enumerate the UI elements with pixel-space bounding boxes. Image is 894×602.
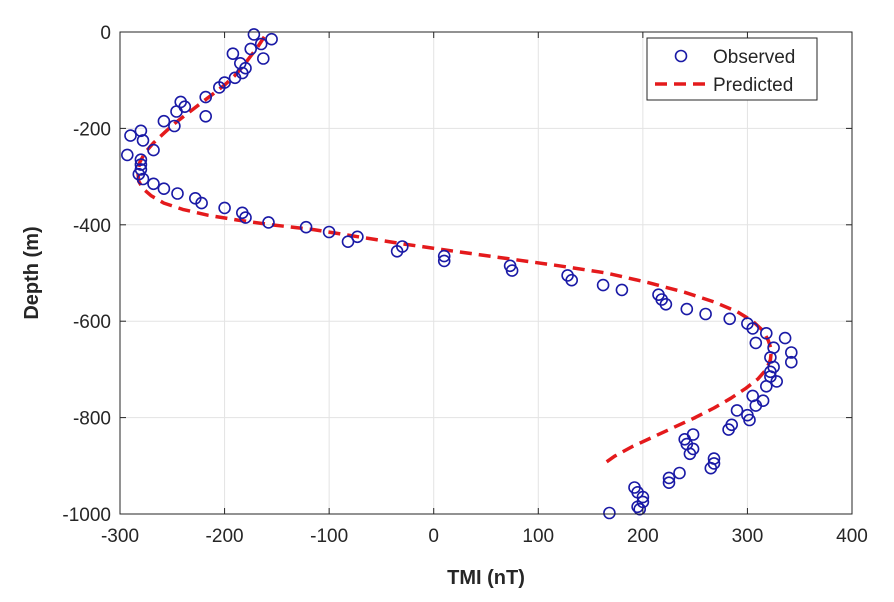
observed-point bbox=[746, 322, 760, 335]
grid bbox=[119, 31, 853, 515]
observed-point bbox=[565, 273, 579, 287]
observed-point bbox=[195, 196, 208, 210]
axis-ticks: -300 -200 -100 0 100 200 300 4000-200-400-600-8… bbox=[62, 23, 867, 547]
observed-point bbox=[199, 90, 212, 104]
x-tick-label: -200 bbox=[206, 526, 244, 547]
x-tick-label: -100 bbox=[310, 526, 348, 547]
observed-point bbox=[704, 461, 718, 475]
legend-label-predicted: Predicted bbox=[713, 75, 793, 96]
predicted-line bbox=[136, 35, 774, 468]
observed-point bbox=[395, 240, 409, 253]
observed-point bbox=[262, 216, 275, 229]
x-axis-label: TMI (nT) bbox=[447, 567, 525, 589]
y-tick-label: -600 bbox=[73, 312, 111, 333]
y-axis-label: Depth (m) bbox=[21, 226, 43, 319]
observed-point bbox=[299, 220, 313, 234]
legend-marker-observed bbox=[674, 49, 688, 63]
observed-point bbox=[615, 283, 629, 297]
observed-point bbox=[228, 71, 242, 85]
observed-point bbox=[437, 254, 451, 268]
observed-point bbox=[662, 476, 676, 490]
observed-point bbox=[134, 124, 148, 138]
legend: Observed Predicted bbox=[646, 37, 818, 101]
observed-point bbox=[673, 466, 686, 480]
observed-point bbox=[631, 500, 644, 514]
observed-point bbox=[124, 129, 137, 142]
y-tick-label: -400 bbox=[73, 216, 111, 237]
observed-point bbox=[596, 278, 610, 292]
observed-point bbox=[437, 249, 451, 263]
observed-point bbox=[759, 379, 773, 393]
observed-point bbox=[683, 447, 697, 461]
observed-point bbox=[244, 42, 257, 56]
observed-point bbox=[784, 346, 798, 359]
observed-point bbox=[764, 365, 777, 379]
x-tick-label: 400 bbox=[836, 526, 868, 547]
observed-point bbox=[749, 336, 763, 350]
observed-point bbox=[722, 423, 735, 436]
observed-point bbox=[121, 148, 134, 162]
legend-label-observed: Observed bbox=[713, 47, 795, 68]
x-tick-label: -300 bbox=[101, 526, 139, 547]
y-tick-label: -200 bbox=[73, 119, 111, 140]
observed-point bbox=[749, 399, 763, 412]
observed-point bbox=[226, 47, 240, 61]
x-tick-label: 200 bbox=[627, 526, 659, 547]
observed-point bbox=[659, 297, 673, 311]
observed-point bbox=[157, 114, 171, 128]
observed-point bbox=[636, 490, 650, 504]
axes-box bbox=[119, 31, 853, 515]
observed-point bbox=[603, 506, 616, 520]
observed-point bbox=[171, 187, 184, 200]
observed-point bbox=[778, 331, 792, 345]
observed-point bbox=[265, 32, 278, 46]
observed-point bbox=[199, 110, 212, 123]
observed-point bbox=[147, 177, 160, 191]
observed-point bbox=[351, 230, 364, 244]
observed-point bbox=[147, 143, 160, 157]
x-tick-label: 0 bbox=[428, 526, 439, 547]
observed-point bbox=[699, 307, 712, 321]
observed-point bbox=[239, 211, 252, 224]
observed-point bbox=[134, 153, 148, 166]
observed-point bbox=[136, 172, 150, 186]
observed-point bbox=[680, 302, 694, 316]
x-tick-label: 300 bbox=[732, 526, 764, 547]
observed-point bbox=[254, 37, 268, 51]
y-tick-label: 0 bbox=[100, 23, 111, 44]
observed-point bbox=[134, 158, 148, 171]
x-tick-label: 100 bbox=[522, 526, 554, 547]
observed-point bbox=[759, 326, 773, 340]
observed-point bbox=[723, 312, 737, 326]
observed-point bbox=[730, 404, 744, 417]
observed-point bbox=[136, 134, 150, 147]
y-tick-label: -800 bbox=[73, 409, 111, 430]
observed-point bbox=[213, 81, 226, 94]
observed-point bbox=[157, 182, 171, 195]
observed-point bbox=[743, 413, 756, 427]
observed-point bbox=[662, 471, 676, 485]
observed-point bbox=[218, 201, 231, 215]
observed-point bbox=[170, 105, 183, 118]
observed-point bbox=[322, 225, 336, 239]
observed-point bbox=[256, 52, 270, 65]
plot-series bbox=[121, 28, 798, 520]
observed-point bbox=[247, 28, 261, 41]
observed-point bbox=[633, 502, 647, 516]
observed-point bbox=[168, 119, 181, 133]
observed-point bbox=[770, 375, 784, 388]
observed-point bbox=[505, 264, 519, 277]
observed-point bbox=[784, 355, 798, 369]
y-tick-label: -1000 bbox=[62, 505, 111, 526]
legend-box bbox=[646, 37, 818, 101]
